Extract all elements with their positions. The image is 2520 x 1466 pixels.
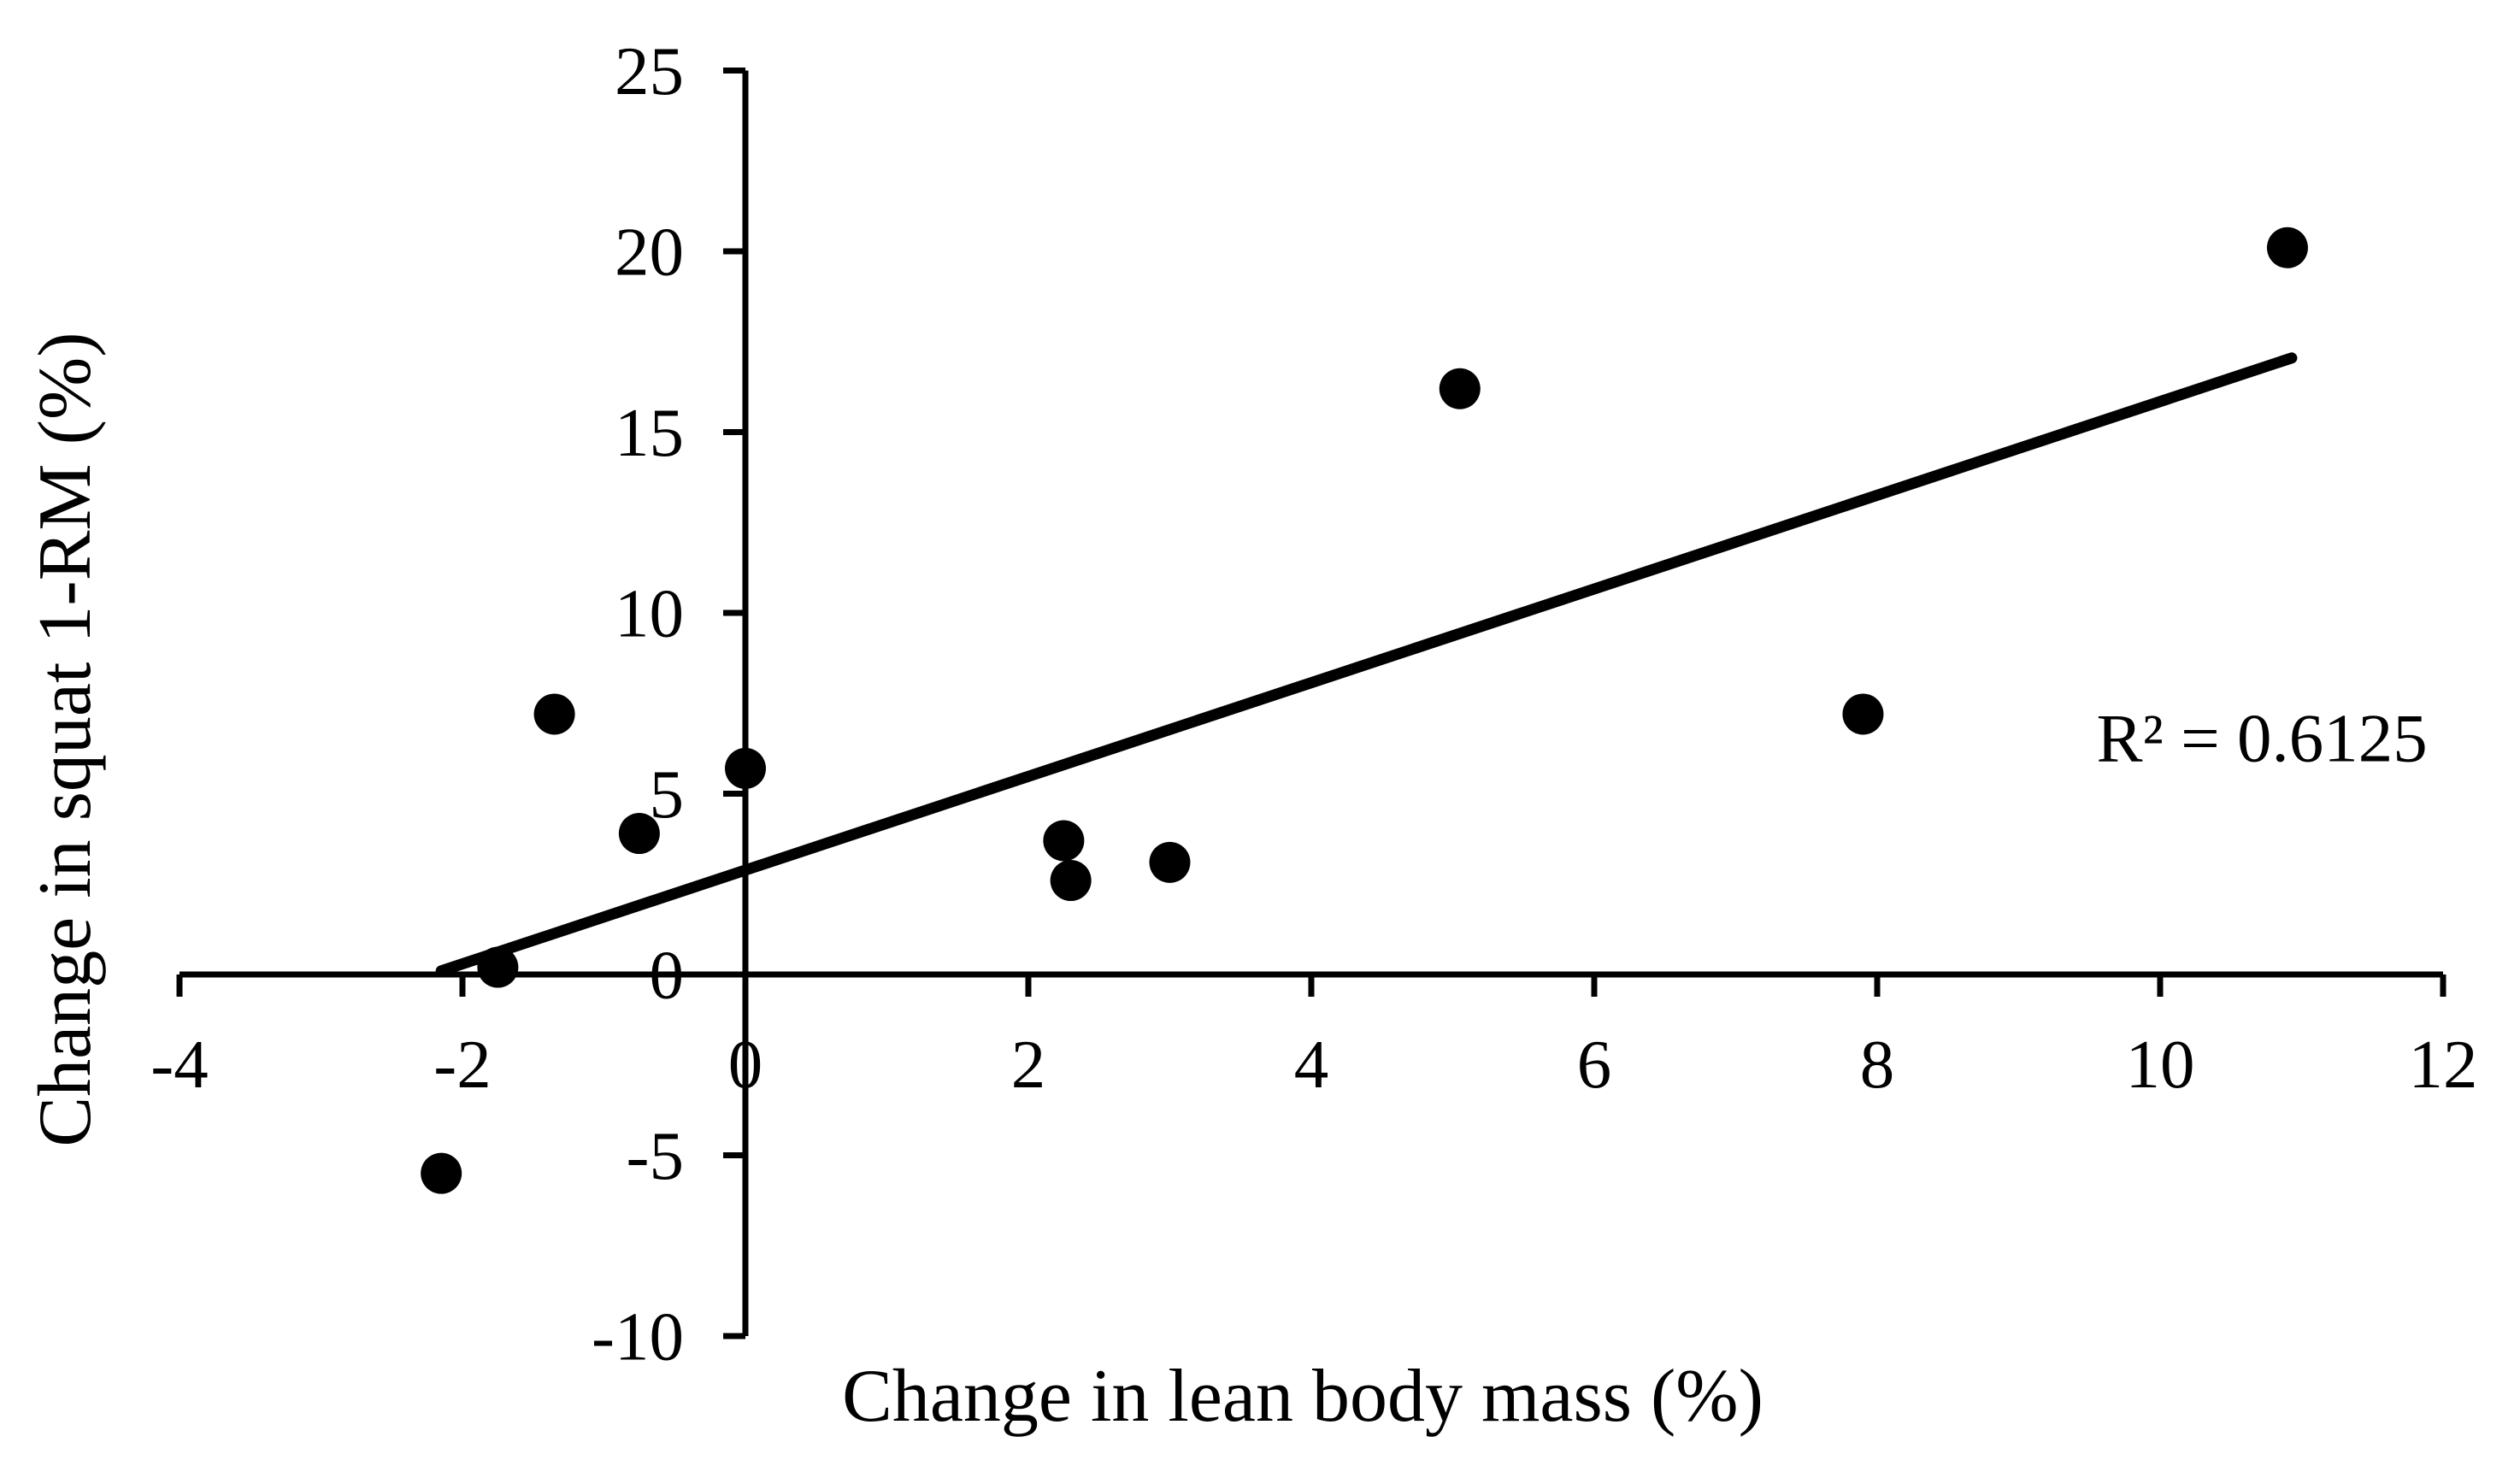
data-point [477, 946, 519, 988]
x-tick-label: 6 [1577, 1026, 1612, 1103]
trendline [435, 352, 2298, 977]
r-squared-annotation: R² = 0.6125 [2097, 699, 2428, 776]
y-tick-label: 10 [615, 575, 684, 652]
data-point [1149, 841, 1191, 883]
y-axis-title: Change in squat 1-RM (%) [24, 332, 107, 1146]
data-point [2266, 227, 2308, 268]
x-tick-label: 10 [2126, 1026, 2195, 1103]
y-tick-label: 0 [650, 937, 685, 1014]
x-tick-label: 0 [728, 1026, 763, 1103]
trendline-group [435, 352, 2298, 977]
data-point [1842, 693, 1884, 735]
x-tick-label: 8 [1860, 1026, 1895, 1103]
x-tick-marks [176, 974, 2446, 997]
y-tick-marks [723, 68, 745, 1339]
x-tick-label: 12 [2409, 1026, 2478, 1103]
y-tick-label: 5 [650, 756, 685, 833]
x-tick-label: -4 [150, 1026, 208, 1103]
y-tick-label: 20 [615, 214, 684, 291]
data-point [1050, 860, 1092, 902]
y-tick-label: -5 [627, 1117, 684, 1194]
x-tick-label: 2 [1011, 1026, 1046, 1103]
data-point [618, 813, 660, 855]
y-tick-label: 25 [615, 32, 684, 109]
y-tick-label: -10 [592, 1298, 684, 1375]
data-point [533, 693, 575, 735]
data-point [1043, 820, 1085, 862]
y-tick-label: 15 [615, 394, 684, 471]
x-tick-labels: -4 -2 0 2 4 6 8 10 12 [150, 1026, 2477, 1103]
y-tick-labels: -10 -5 0 5 10 15 20 25 [592, 32, 684, 1375]
x-axis-title: Change in lean body mass (%) [842, 1355, 1763, 1438]
data-point [421, 1152, 462, 1194]
x-tick-label: 4 [1294, 1026, 1329, 1103]
data-point [1439, 368, 1481, 409]
data-point [725, 747, 766, 789]
x-tick-label: -2 [433, 1026, 491, 1103]
points-group [421, 227, 2308, 1194]
